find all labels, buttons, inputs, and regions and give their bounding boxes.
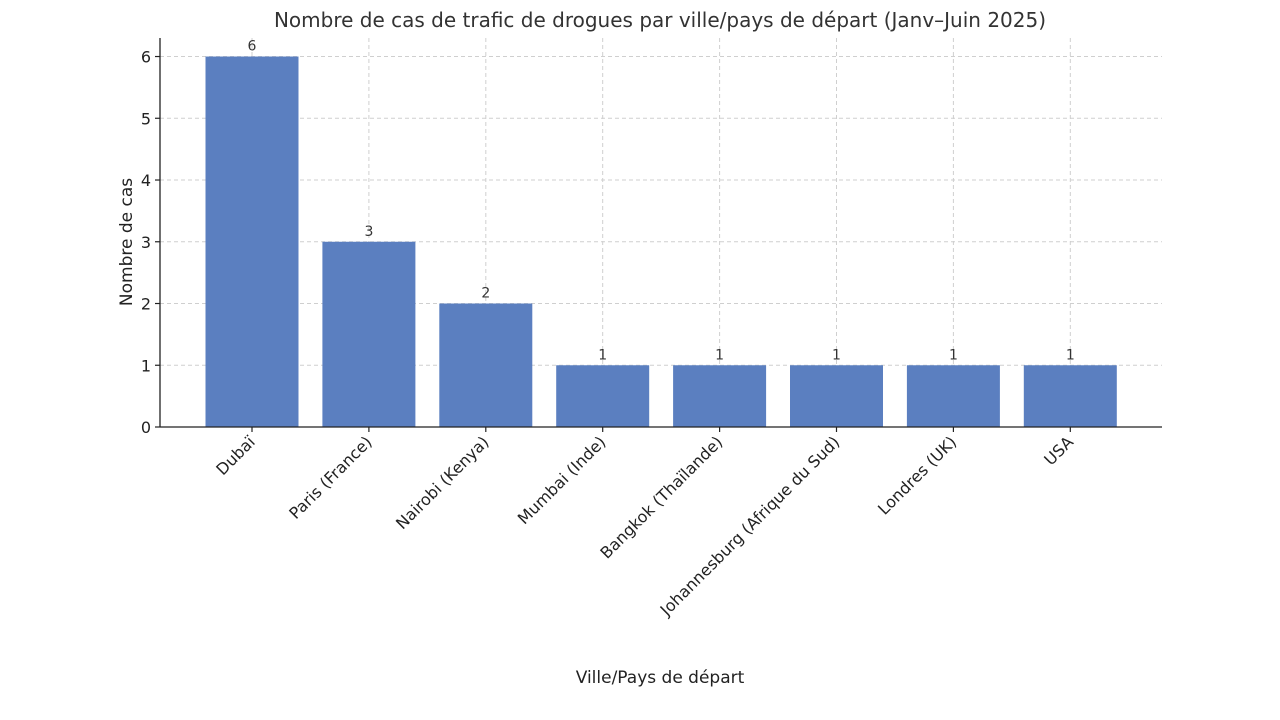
bar	[205, 56, 299, 428]
bar	[322, 241, 416, 427]
axes	[159, 38, 1162, 428]
bar	[790, 365, 883, 427]
x-tick-label: Dubaï	[212, 432, 259, 479]
data-labels: 6 3 2 1 1 1 1 1	[248, 39, 1075, 364]
bar	[906, 365, 1000, 427]
bar	[556, 365, 650, 427]
y-tick-label: 1	[141, 356, 151, 375]
data-label: 2	[481, 286, 490, 302]
x-tick-label: Nairobi (Kenya)	[392, 432, 493, 533]
data-label: 1	[1066, 347, 1075, 363]
y-tick-labels: 0 1 2 3 4 5 6	[141, 48, 160, 437]
x-tick-label: Paris (France)	[285, 432, 375, 522]
data-label: 1	[949, 347, 958, 363]
bar	[673, 365, 767, 427]
data-label: 1	[715, 347, 724, 363]
data-label: 1	[598, 347, 607, 363]
x-axis-label: Ville/Pays de départ	[576, 668, 745, 688]
x-tick-label: Mumbai (Inde)	[514, 432, 610, 528]
data-label: 6	[248, 39, 257, 55]
data-label: 3	[364, 224, 373, 240]
y-axis-label: Nombre de cas	[117, 178, 137, 306]
y-tick-label: 5	[141, 109, 151, 128]
y-tick-label: 0	[141, 418, 151, 437]
y-tick-label: 4	[141, 171, 151, 190]
y-tick-label: 2	[141, 295, 151, 314]
bar	[439, 303, 533, 427]
bar	[1023, 365, 1117, 427]
y-tick-label: 3	[141, 233, 151, 252]
x-tick-label: USA	[1040, 432, 1077, 469]
x-tick-labels: Dubaï Paris (France) Nairobi (Kenya) Mumbai…	[212, 427, 1077, 620]
bars	[205, 56, 1117, 428]
data-label: 1	[832, 347, 841, 363]
chart-title: Nombre de cas de trafic de drogues par v…	[274, 8, 1046, 32]
x-tick-label: Londres (UK)	[874, 432, 960, 518]
y-tick-label: 6	[141, 48, 151, 67]
grid-lines	[160, 38, 1162, 427]
x-tick-label: Bangkok (Thaïlande)	[596, 432, 726, 562]
